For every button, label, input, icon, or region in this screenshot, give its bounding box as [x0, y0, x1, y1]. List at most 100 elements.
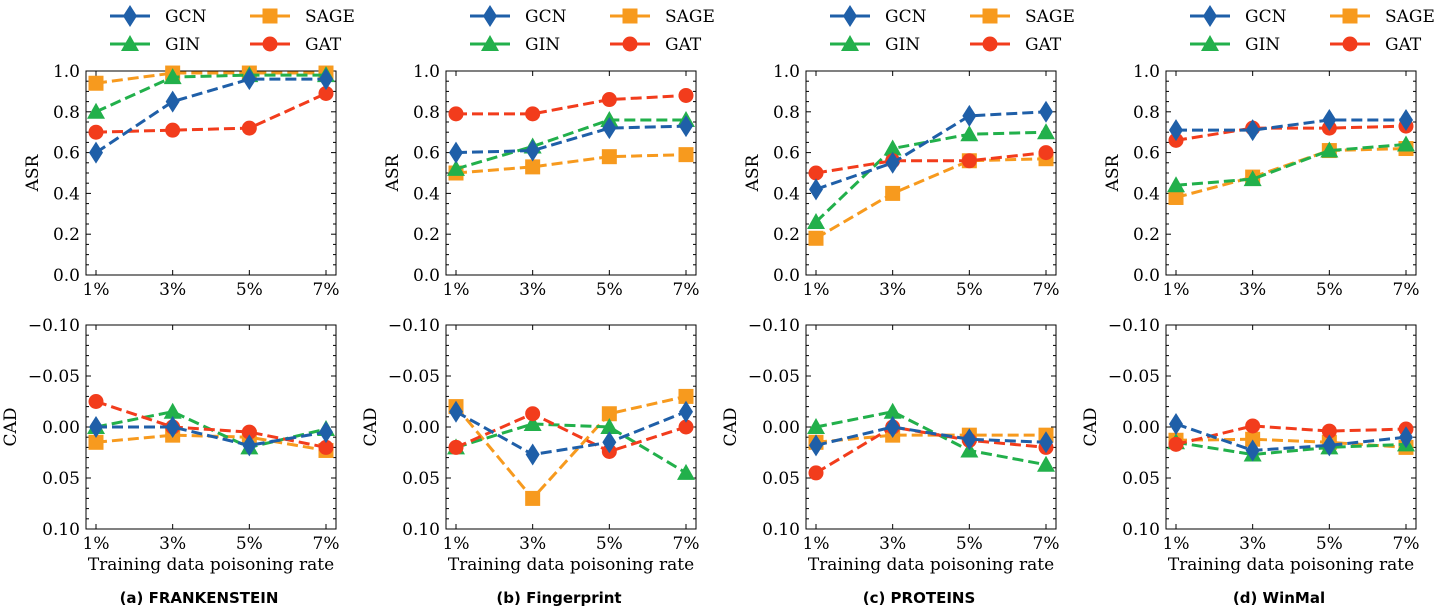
asr-point-gin — [807, 212, 825, 229]
cad-series-line-gcn — [1175, 422, 1407, 452]
asr-xtick-label: 1% — [803, 280, 830, 300]
cad-point-gcn — [165, 416, 180, 438]
asr-ytick-label: 0.6 — [773, 144, 800, 164]
cad-point-gin — [883, 402, 902, 419]
legend-marker-sage — [982, 8, 998, 24]
asr-point-gin — [87, 102, 105, 119]
cad-ytick-label: 0.05 — [762, 469, 800, 489]
asr-point-sage — [808, 230, 824, 246]
legend-label-gcn: GCN — [1245, 7, 1287, 27]
asr-ytick-label: 0.0 — [413, 266, 440, 286]
legend-marker-sage — [1342, 8, 1358, 24]
legend-marker-sage — [622, 8, 638, 24]
cad-point-sage — [525, 490, 541, 506]
cad-series-line-sage — [454, 394, 687, 501]
asr-point-gin — [1397, 135, 1415, 152]
asr-point-gat — [678, 87, 694, 103]
cad-xtick-label: 3% — [159, 534, 186, 554]
cad-axes-frame — [85, 324, 337, 530]
cad-xtick-label: 7% — [673, 534, 700, 554]
cad-point-gat — [241, 424, 257, 440]
legend-marker-gcn — [843, 5, 857, 27]
cad-point-gat — [448, 439, 464, 455]
cad-point-gat — [525, 406, 541, 422]
cad-ytick-label: −0.10 — [28, 316, 80, 336]
cad-point-gcn — [885, 416, 900, 438]
cad-point-sage — [601, 406, 617, 422]
asr-ytick-label: 0.2 — [1133, 225, 1160, 245]
cad-subplot: −0.10 −0.05 0.00 0.05 0.101% 3% 5% 7% CAD Trainin… — [1, 316, 339, 575]
asr-series-line-gcn — [815, 110, 1047, 191]
asr-point-gin — [1167, 176, 1185, 193]
asr-point-gin — [1320, 141, 1339, 158]
asr-series-line-gin — [95, 73, 326, 114]
cad-xtick-label: 7% — [1033, 534, 1060, 554]
asr-point-gcn — [449, 141, 463, 164]
legend-label-gat: GAT — [1385, 35, 1422, 55]
asr-point-sage — [678, 147, 694, 163]
xlabel: Training data poisoning rate — [448, 555, 694, 575]
asr-axes-frame — [1165, 70, 1417, 276]
asr-series-line-gat — [456, 93, 687, 116]
asr-point-gcn — [165, 90, 180, 113]
legend-marker-gcn — [483, 5, 497, 27]
asr-xtick-label: 3% — [159, 280, 186, 300]
panel-1: 0.0 0.2 0.4 0.6 0.8 1.0 1% 3% 5% 7% ASR −0.10 −0.05 0… — [1, 5, 355, 607]
panel-3: 0.0 0.2 0.4 0.6 0.8 1.0 1% 3% 5% 7% ASR −0.10 −0.05 0… — [721, 5, 1075, 607]
legend-label-gin: GIN — [165, 35, 200, 55]
cad-point-gat — [1168, 436, 1184, 452]
asr-series-line-sage — [455, 153, 687, 175]
cad-point-gcn — [1169, 412, 1183, 435]
cad-series-line-gin — [1175, 440, 1407, 457]
asr-point-gin — [163, 68, 182, 85]
asr-xtick-label: 5% — [596, 280, 623, 300]
asr-subplot: 0.0 0.2 0.4 0.6 0.8 1.0 1% 3% 5% 7% ASR — [743, 62, 1059, 300]
cad-ytick-label: 0.00 — [1122, 418, 1160, 438]
asr-series-line-sage — [95, 71, 326, 85]
cad-xtick-label: 1% — [1163, 534, 1190, 554]
legend-label-gcn: GCN — [165, 7, 207, 27]
cad-subplot: −0.10 −0.05 0.00 0.05 0.101% 3% 5% 7% CAD Trainin… — [1081, 316, 1419, 575]
legend-marker-gat — [622, 36, 638, 52]
legend-label-gat: GAT — [305, 35, 342, 55]
asr-ytick-label: 0.2 — [773, 225, 800, 245]
xlabel: Training data poisoning rate — [808, 555, 1054, 575]
cad-ytick-label: 0.10 — [402, 520, 440, 540]
asr-xtick-label: 7% — [1393, 280, 1420, 300]
cad-ylabel: CAD — [1, 408, 21, 447]
asr-point-gat — [525, 106, 541, 122]
legend-marker-gin — [841, 35, 859, 51]
cad-point-sage — [678, 388, 694, 404]
asr-series-line-gcn — [95, 77, 326, 154]
asr-ylabel: ASR — [383, 153, 403, 192]
legend-label-gin: GIN — [1245, 35, 1280, 55]
cad-point-gat — [678, 419, 694, 435]
panel-caption: (d) WinMal — [1233, 589, 1325, 607]
asr-ytick-label: 0.4 — [773, 184, 800, 204]
cad-point-sage — [88, 434, 104, 450]
asr-series-line-gat — [1175, 124, 1407, 142]
cad-point-gat — [808, 465, 824, 481]
cad-xtick-label: 1% — [443, 534, 470, 554]
asr-axes-frame — [445, 70, 697, 276]
panel-caption: (b) Fingerprint — [496, 589, 621, 607]
cad-axes-frame — [1165, 324, 1417, 530]
asr-ytick-label: 1.0 — [1133, 62, 1160, 82]
legend-label-gcn: GCN — [525, 7, 567, 27]
legend: GCN SAGE GIN GAT — [830, 5, 1075, 55]
cad-ytick-label: 0.05 — [1122, 469, 1160, 489]
cad-ytick-label: 0.10 — [762, 520, 800, 540]
legend-label-gin: GIN — [525, 35, 560, 55]
asr-ytick-label: 0.4 — [53, 184, 80, 204]
asr-point-gcn — [809, 178, 823, 201]
asr-subplot: 0.0 0.2 0.4 0.6 0.8 1.0 1% 3% 5% 7% ASR — [383, 62, 699, 300]
cad-point-gcn — [809, 434, 823, 457]
legend-marker-gin — [1201, 35, 1219, 51]
legend-label-sage: SAGE — [665, 7, 715, 27]
cad-xtick-label: 7% — [1393, 534, 1420, 554]
cad-point-gat — [88, 394, 104, 409]
cad-point-gin — [1037, 455, 1055, 472]
asr-point-sage — [1168, 189, 1184, 205]
legend-marker-gcn — [1203, 5, 1217, 27]
